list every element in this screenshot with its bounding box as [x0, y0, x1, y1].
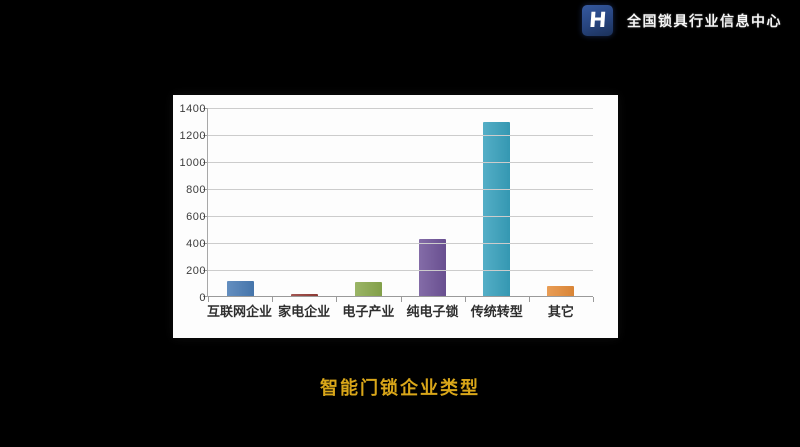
- y-axis-tick: [203, 296, 207, 297]
- x-axis-tick: [400, 297, 402, 302]
- gridline: [208, 189, 593, 191]
- x-axis-tick: [272, 297, 274, 302]
- gridline: [208, 108, 593, 109]
- bar-3: [354, 282, 382, 297]
- y-axis-tick: [203, 162, 207, 163]
- brand-name: 全国锁具行业信息中心: [627, 12, 782, 29]
- bar-slot: [529, 108, 593, 297]
- slide-title: 智能门锁企业类型: [320, 378, 480, 398]
- x-axis-tick: [464, 297, 466, 302]
- bar-4: [419, 238, 447, 297]
- y-axis-label: 600: [186, 211, 206, 223]
- y-axis-tick: [203, 216, 207, 217]
- gridline: [208, 135, 593, 136]
- y-axis-tick: [203, 243, 207, 245]
- bar-slot: [208, 108, 272, 297]
- y-axis-label: 800: [186, 184, 206, 197]
- y-axis-tick: [203, 108, 207, 109]
- x-axis-tick: [593, 297, 594, 302]
- x-axis-tick: [208, 297, 209, 302]
- bar-1: [226, 280, 254, 297]
- y-axis-label: 1000: [179, 157, 206, 169]
- y-axis-label: 1200: [179, 130, 206, 142]
- x-axis-label: 家电企业: [278, 304, 331, 319]
- bar-2: [290, 294, 318, 297]
- bar-slot: [465, 108, 529, 297]
- x-axis-label: 电子产业: [342, 304, 395, 319]
- gridline: [208, 296, 593, 297]
- y-axis-tick: [203, 135, 207, 136]
- x-axis-label: 其它: [547, 304, 574, 319]
- y-axis-label: 1400: [179, 103, 206, 115]
- bars-container: [208, 108, 593, 297]
- y-axis-tick: [203, 270, 207, 272]
- logo-letter: H: [587, 8, 608, 32]
- logo-icon: H: [582, 5, 613, 36]
- x-axis-labels: 互联网企业 家电企业 电子产业 纯电子锁 传统转型 其它: [207, 301, 593, 320]
- bar-slot: [272, 108, 336, 297]
- y-axis-tick: [203, 189, 207, 191]
- brand-header: H 全国锁具行业信息中心: [582, 5, 782, 36]
- plot-area: 0 200 400 600 800 1000 1200 1400: [180, 103, 594, 304]
- bar-slot: [336, 108, 400, 297]
- x-axis-tick: [336, 297, 338, 302]
- bar-slot: [401, 108, 465, 297]
- x-axis-label: 纯电子锁: [406, 304, 459, 319]
- gridline: [208, 243, 593, 245]
- bar-6: [547, 285, 575, 297]
- gridline: [208, 270, 593, 272]
- bar-5: [483, 121, 511, 297]
- x-axis-label: 互联网企业: [207, 304, 273, 319]
- gridline: [208, 162, 593, 163]
- gridline: [208, 216, 593, 217]
- y-axis-label: 200: [186, 265, 206, 278]
- x-axis-tick: [528, 297, 530, 302]
- chart-panel: 0 200 400 600 800 1000 1200 1400 互联网企业 家电企业 电子产业纯…: [173, 95, 618, 338]
- y-axis-label: 400: [186, 238, 206, 251]
- x-axis-label: 传统转型: [470, 304, 523, 319]
- y-axis-label: 0: [199, 292, 206, 304]
